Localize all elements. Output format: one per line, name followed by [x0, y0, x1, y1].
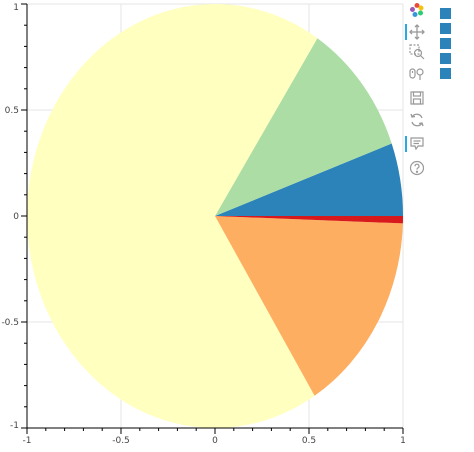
- y-tick-label: 0: [13, 212, 19, 222]
- y-tick-label: 1: [13, 3, 19, 13]
- legend-swatch: [440, 53, 451, 64]
- x-tick-label: 1: [400, 436, 406, 446]
- toolbar: [402, 0, 432, 185]
- pan-icon[interactable]: [405, 22, 429, 42]
- pie-slice: [215, 38, 392, 216]
- wheel-zoom-icon[interactable]: [405, 64, 429, 84]
- x-tick-label: 0: [212, 436, 218, 446]
- pie-slice: [215, 216, 403, 224]
- save-icon[interactable]: [405, 88, 429, 108]
- y-tick-label: 0.5: [5, 106, 19, 116]
- hover-icon[interactable]: [405, 134, 429, 154]
- legend-swatch: [440, 38, 451, 49]
- y-tick-label: -0.5: [1, 318, 19, 328]
- legend-swatch: [440, 23, 451, 34]
- pie-slice: [26, 4, 318, 429]
- help-icon[interactable]: [405, 158, 429, 178]
- x-tick-label: -0.5: [112, 436, 130, 446]
- legend-swatches: [440, 8, 454, 83]
- y-tick-label: -1: [10, 421, 19, 431]
- box-zoom-icon[interactable]: [405, 42, 429, 62]
- x-tick-label: -1: [23, 436, 32, 446]
- reset-icon[interactable]: [405, 110, 429, 130]
- legend-swatch: [440, 8, 451, 19]
- pie-slice: [215, 143, 403, 216]
- x-tick-label: 0.5: [302, 436, 316, 446]
- legend-swatch: [440, 68, 451, 79]
- bokeh-logo-icon[interactable]: [405, 0, 429, 20]
- pie-slice: [215, 216, 403, 396]
